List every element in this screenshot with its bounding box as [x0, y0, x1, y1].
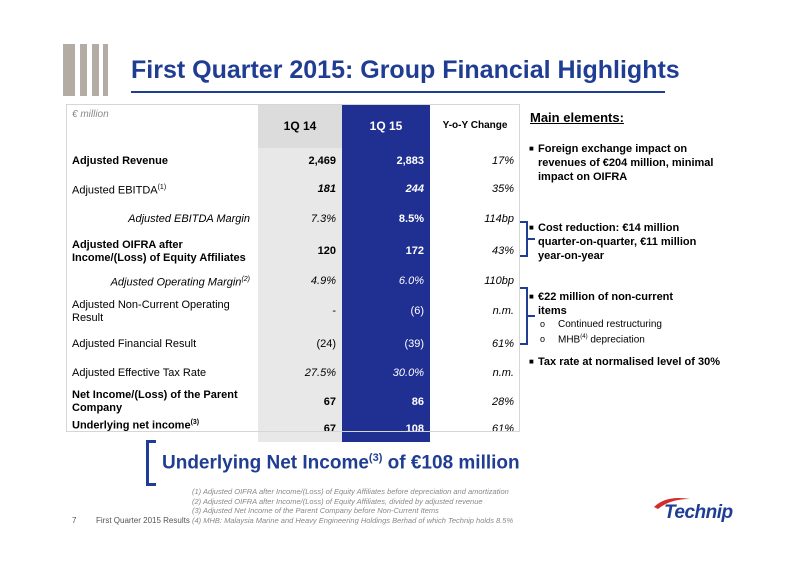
cell-yoy: 17% [430, 148, 520, 174]
cell-1q15: 6.0% [342, 270, 430, 293]
bullet-non-current: ■ €22 million of non-current items [529, 291, 674, 317]
page-number: 7 [72, 516, 77, 525]
footnote-1: (1) Adjusted OIFRA after Income/(Loss) o… [192, 487, 509, 496]
table-header-row: € million 1Q 14 1Q 15 Y-o-Y Change [66, 104, 520, 148]
cell-1q14: 4.9% [258, 270, 342, 293]
cell-1q15: (39) [342, 330, 430, 358]
cell-1q14: 67 [258, 416, 342, 442]
cell-1q14: - [258, 293, 342, 330]
row-label: Adjusted Financial Result [66, 330, 258, 358]
row-label: Net Income/(Loss) of the Parent Company [66, 388, 258, 416]
cell-1q14: (24) [258, 330, 342, 358]
col-header-1q14: 1Q 14 [258, 104, 342, 148]
table-row: Adjusted Financial Result (24) (39) 61% [66, 330, 520, 358]
cell-1q15: 244 [342, 174, 430, 205]
technip-logo: Technip [664, 502, 733, 523]
bullet-square-icon: ■ [529, 292, 534, 301]
table-row: Adjusted Effective Tax Rate 27.5% 30.0% … [66, 358, 520, 388]
sub-item-mhb: o MHB(4) depreciation [540, 334, 645, 346]
cell-1q15: 108 [342, 416, 430, 442]
bullet-cost-reduction: ■ Cost reduction: €14 million quarter-on… [529, 222, 697, 262]
bullet-square-icon: ■ [529, 223, 534, 232]
table-row: Adjusted EBITDA(1) 181 244 35% [66, 174, 520, 205]
row-label: Adjusted Non-Current Operating Result [66, 293, 258, 330]
table-row: Net Income/(Loss) of the Parent Company … [66, 388, 520, 416]
cell-1q15: 2,883 [342, 148, 430, 174]
bullet-tax-rate: ■ Tax rate at normalised level of 30% [529, 356, 720, 368]
table-row: Adjusted OIFRA after Income/(Loss) of Eq… [66, 233, 520, 270]
cell-yoy: n.m. [430, 293, 520, 330]
header-logo-bars [63, 44, 113, 96]
cell-1q14: 27.5% [258, 358, 342, 388]
brace-cost-tick [527, 238, 535, 240]
brace-noncurrent-tick [527, 315, 535, 317]
table-row: Adjusted Operating Margin(2) 4.9% 6.0% 1… [66, 270, 520, 293]
bullet-square-icon: ■ [529, 144, 534, 153]
cell-yoy: 35% [430, 174, 520, 205]
row-label: Adjusted Revenue [66, 148, 258, 174]
callout-bracket [146, 440, 156, 486]
row-label: Adjusted Effective Tax Rate [66, 358, 258, 388]
bullet-square-icon: ■ [529, 357, 534, 366]
cell-1q14: 7.3% [258, 205, 342, 233]
footnotes: (1) Adjusted OIFRA after Income/(Loss) o… [192, 487, 513, 525]
col-header-yoy: Y-o-Y Change [430, 104, 520, 148]
cell-1q14: 2,469 [258, 148, 342, 174]
table-row: Adjusted Revenue 2,469 2,883 17% [66, 148, 520, 174]
page-title: First Quarter 2015: Group Financial High… [131, 56, 680, 84]
main-elements-heading: Main elements: [530, 110, 624, 125]
callout-underlying-net-income: Underlying Net Income(3) of €108 million [162, 452, 520, 474]
cell-yoy: 43% [430, 233, 520, 270]
cell-1q15: 172 [342, 233, 430, 270]
cell-1q14: 67 [258, 388, 342, 416]
title-rule [131, 91, 665, 93]
footnote-3: (3) Adjusted Net Income of the Parent Co… [192, 506, 439, 515]
cell-1q15: 30.0% [342, 358, 430, 388]
cell-yoy: 28% [430, 388, 520, 416]
cell-1q15: 86 [342, 388, 430, 416]
cell-yoy: 61% [430, 416, 520, 442]
cell-yoy: 61% [430, 330, 520, 358]
cell-1q14: 120 [258, 233, 342, 270]
footnote-2: (2) Adjusted OIFRA after Income/(Loss) o… [192, 496, 483, 506]
col-header-1q15: 1Q 15 [342, 104, 430, 148]
cell-yoy: n.m. [430, 358, 520, 388]
row-label: Adjusted OIFRA after Income/(Loss) of Eq… [66, 233, 258, 270]
cell-1q14: 181 [258, 174, 342, 205]
cell-1q15: (6) [342, 293, 430, 330]
sub-item-restructuring: o Continued restructuring [540, 319, 662, 330]
cell-yoy: 110bp [430, 270, 520, 293]
financial-highlights-table: € million 1Q 14 1Q 15 Y-o-Y Change Adjus… [66, 104, 520, 442]
row-label: Adjusted EBITDA(1) [66, 174, 258, 205]
cell-1q15: 8.5% [342, 205, 430, 233]
table-row: Adjusted Non-Current Operating Result - … [66, 293, 520, 330]
row-label: Underlying net income(3) [66, 416, 258, 442]
cell-yoy: 114bp [430, 205, 520, 233]
circle-bullet-icon: o [540, 319, 546, 329]
bullet-fx-impact: ■ Foreign exchange impact on revenues of… [529, 143, 714, 183]
row-label: Adjusted EBITDA Margin [66, 205, 258, 233]
row-label: Adjusted Operating Margin(2) [66, 270, 258, 293]
footer-source: First Quarter 2015 Results [96, 516, 190, 525]
footnote-4: (4) MHB: Malaysia Marine and Heavy Engin… [192, 515, 514, 525]
circle-bullet-icon: o [540, 334, 546, 345]
technip-swoosh-icon [654, 498, 690, 509]
unit-label: € million [66, 104, 258, 148]
table-row: Underlying net income(3) 67 108 61% [66, 416, 520, 442]
table-row: Adjusted EBITDA Margin 7.3% 8.5% 114bp [66, 205, 520, 233]
